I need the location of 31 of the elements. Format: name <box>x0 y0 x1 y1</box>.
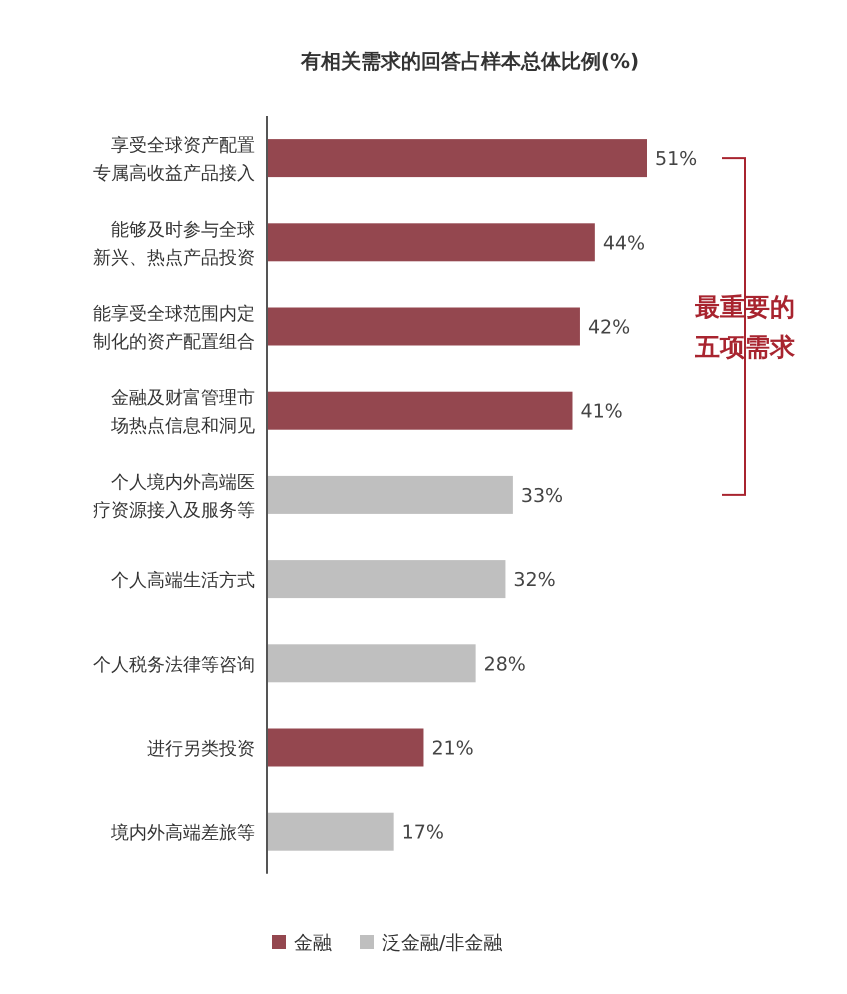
data-label: 32% <box>513 569 556 592</box>
y-tick-label: 能够及时参与全球新兴、热点产品投资 <box>93 219 255 268</box>
bar <box>267 476 513 514</box>
legend-label: 泛金融/非金融 <box>382 932 502 954</box>
y-tick-label: 个人境内外高端医疗资源接入及服务等 <box>93 472 255 521</box>
bar <box>267 728 424 766</box>
y-tick-label: 进行另类投资 <box>147 738 255 760</box>
bar <box>267 812 394 851</box>
data-label: 41% <box>580 400 623 423</box>
data-label: 42% <box>588 316 630 338</box>
bar <box>267 308 580 346</box>
y-tick-label: 个人高端生活方式 <box>111 570 255 592</box>
text: 最重要的五项需求 <box>694 292 796 362</box>
bar <box>267 560 506 598</box>
y-tick-label: 境内外高端差旅等 <box>110 822 255 844</box>
y-tick-label: 能享受全球范围内定制化的资产配置组合 <box>93 304 255 352</box>
data-label: 51% <box>655 148 698 170</box>
data-label: 44% <box>602 232 646 254</box>
data-label: 28% <box>484 653 526 676</box>
y-tick-label: 个人税务法律等咨询 <box>93 654 255 676</box>
data-label: 33% <box>520 484 564 507</box>
data-label: 21% <box>431 738 474 760</box>
bar <box>267 644 476 682</box>
bar <box>267 139 647 178</box>
legend-label: 金融 <box>294 932 332 954</box>
y-tick-label: 金融及财富管理市场热点信息和洞见 <box>110 388 255 437</box>
bar <box>267 392 572 430</box>
y-tick-label: 享受全球资产配置专属高收益产品接入 <box>93 135 255 184</box>
data-label: 17% <box>402 822 444 844</box>
chart-title: 有相关需求的回答占样本总体比例(%) <box>300 49 640 73</box>
bar <box>267 223 595 262</box>
